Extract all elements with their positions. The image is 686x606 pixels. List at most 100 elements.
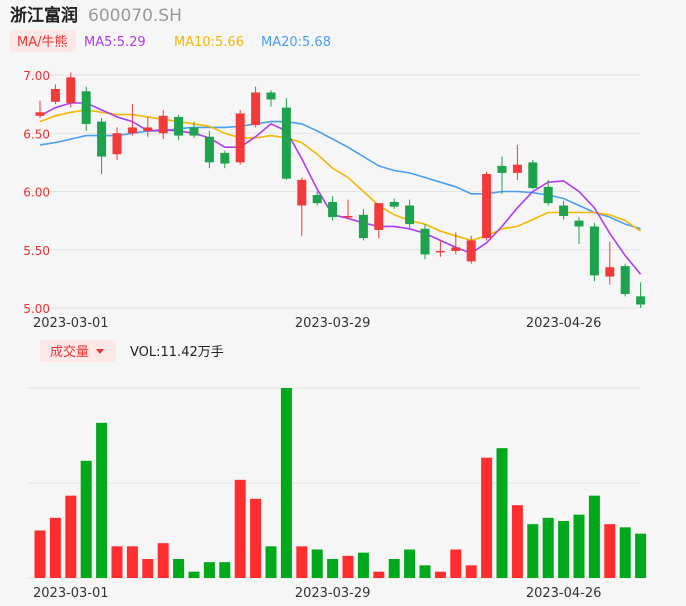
volume-bar (434, 571, 446, 578)
candle-body (389, 201, 399, 207)
volume-bar (265, 546, 277, 578)
ma-selector-bg[interactable] (10, 30, 76, 52)
volume-bar (188, 571, 200, 578)
volume-bars (34, 388, 647, 578)
candle-body (405, 205, 415, 225)
candle-body (559, 205, 569, 216)
ma20-line (39, 120, 641, 230)
volume-bar (404, 549, 416, 578)
price-y-tick: 6.50 (23, 127, 50, 141)
candle-body (343, 215, 353, 218)
price-y-tick: 5.50 (23, 244, 50, 258)
volume-bar (296, 546, 308, 578)
ma5-line (39, 102, 642, 275)
volume-bar (157, 543, 169, 578)
volume-bar (450, 549, 462, 578)
volume-bar (558, 521, 570, 578)
price-y-axis: 7.00 6.50 6.00 5.50 5.00 (23, 69, 50, 316)
volume-bar (465, 565, 477, 578)
stock-name: 浙江富润 (10, 5, 78, 26)
volume-selector-bg[interactable] (40, 340, 116, 362)
candle-body (420, 228, 430, 255)
volume-bar (327, 559, 339, 578)
candle-body (435, 250, 445, 253)
candle-body (235, 113, 245, 163)
candle-body (281, 107, 291, 179)
volume-bar (80, 460, 92, 578)
volume-bar (573, 514, 585, 578)
price-x-tick: 2023-04-26 (526, 316, 602, 331)
volume-bar (203, 562, 215, 578)
candle-body (97, 121, 107, 157)
candle-body (66, 77, 76, 103)
volume-dropdown-icon[interactable] (96, 349, 104, 354)
candle-body (127, 127, 137, 134)
volume-bar (635, 533, 647, 578)
candle-body (374, 203, 384, 230)
volume-bar (511, 505, 523, 578)
price-y-tick: 7.00 (23, 69, 50, 83)
candlesticks (35, 72, 646, 308)
volume-bar (619, 527, 631, 578)
ma5-legend: MA5:5.29 (84, 35, 146, 50)
ma-selector-label[interactable]: MA/牛熊 (17, 34, 68, 50)
candle-body (204, 136, 214, 163)
candle-body (636, 296, 646, 305)
volume-bar (96, 422, 108, 578)
volume-selector-label[interactable]: 成交量 (50, 344, 89, 360)
volume-bar (388, 559, 400, 578)
volume-bar (234, 479, 246, 578)
candle-body (189, 127, 199, 136)
volume-bar (357, 552, 369, 578)
price-x-axis: 2023-03-01 2023-03-29 2023-04-26 (33, 316, 601, 331)
volume-bar (373, 571, 385, 578)
candle-body (35, 112, 45, 116)
volume-bar (34, 530, 46, 578)
candle-body (512, 164, 522, 173)
price-x-tick: 2023-03-29 (295, 316, 371, 331)
volume-bar (342, 555, 354, 578)
volume-bar (604, 524, 616, 578)
candle-body (620, 266, 630, 295)
price-plot-area (28, 62, 640, 310)
candle-body (220, 153, 230, 164)
ma10-legend: MA10:5.66 (174, 35, 244, 50)
volume-bar (481, 457, 493, 578)
volume-bar (142, 559, 154, 578)
candle-body (158, 115, 168, 134)
volume-x-axis: 2023-03-01 2023-03-29 2023-04-26 (33, 586, 601, 601)
stock-code: 600070.SH (88, 6, 182, 26)
ma20-legend: MA20:5.68 (261, 35, 331, 50)
candle-body (543, 186, 553, 204)
volume-value: VOL:11.42万手 (130, 345, 224, 360)
candle-body (451, 247, 461, 251)
volume-bar (280, 388, 292, 578)
candle-body (112, 133, 122, 155)
volume-bar (496, 448, 508, 578)
volume-bar (542, 517, 554, 578)
volume-bar (173, 559, 185, 578)
candle-body (251, 92, 261, 126)
volume-bar (311, 549, 323, 578)
volume-bar (419, 565, 431, 578)
candle-body (50, 88, 60, 102)
candle-body (143, 127, 153, 131)
ma10-line (39, 109, 642, 242)
volume-bar (219, 562, 231, 578)
candle-body (605, 267, 615, 277)
ma-lines (39, 102, 642, 275)
candle-body (312, 194, 322, 204)
candle-body (358, 214, 368, 239)
candle-body (528, 162, 538, 189)
candle-body (81, 91, 91, 124)
candle-body (482, 174, 492, 239)
candle-body (574, 220, 584, 227)
volume-bar (527, 524, 539, 578)
candle-body (266, 92, 276, 100)
volume-bar (49, 517, 61, 578)
candle-body (466, 240, 476, 262)
volume-bar (250, 498, 262, 578)
candle-body (328, 201, 338, 218)
volume-bar (65, 495, 77, 578)
